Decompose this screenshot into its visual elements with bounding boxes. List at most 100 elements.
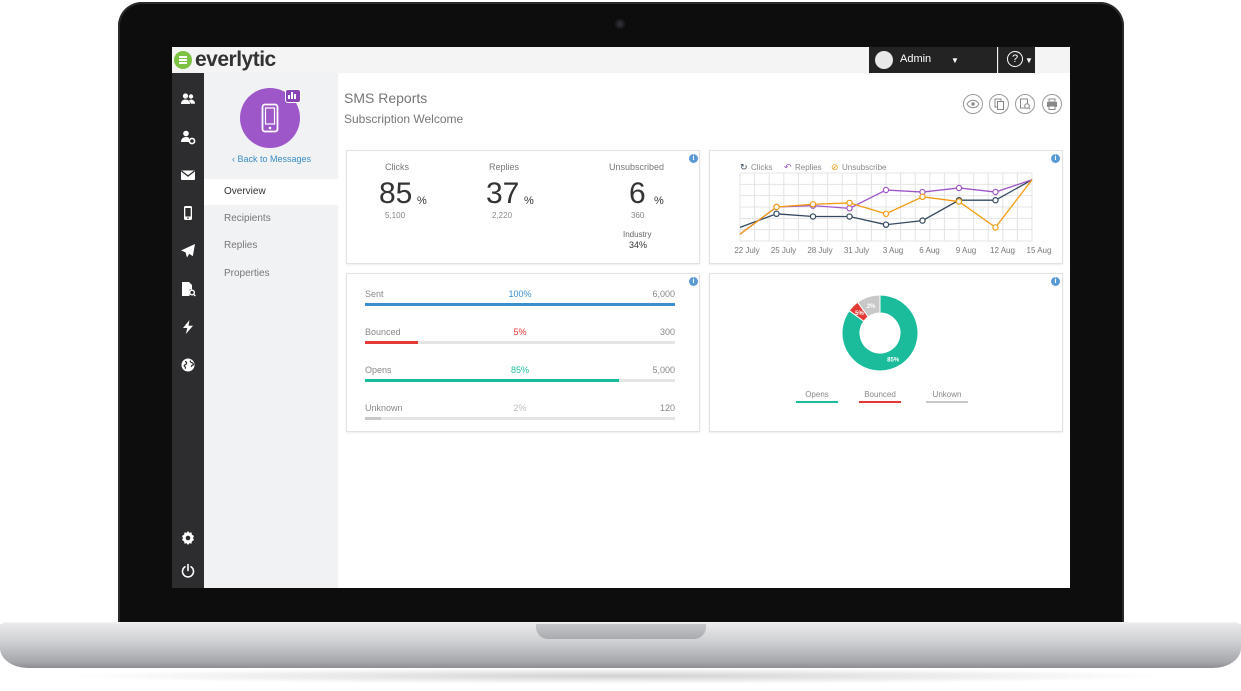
left-icon-nav (172, 73, 204, 588)
series-point-clicks (773, 210, 780, 218)
industry-label: Industry (623, 230, 652, 239)
delivery-row-opens: Opens 85% 5,000 (365, 365, 675, 395)
clicks-count: 5,100 (385, 211, 406, 220)
progress-fill (365, 379, 620, 382)
stats-card: i Clicks 85 % 5,100 Replies 37 % 2,220 U… (346, 150, 700, 264)
donut-legend: Opens Bounced Unkown (796, 390, 968, 403)
clicks-value: 85 (379, 177, 413, 210)
subnav-item-recipients[interactable]: Recipients (204, 206, 338, 232)
legend-icon: ↶ (784, 163, 792, 173)
donut-slice-label: 2% (867, 304, 876, 310)
clicks-label: Clicks (385, 162, 409, 172)
globe-icon[interactable] (180, 357, 196, 373)
subnav-item-label: Properties (224, 268, 270, 279)
progress-fill (365, 303, 675, 306)
series-point-unsubscribe (809, 201, 817, 208)
series-point-replies (846, 205, 853, 212)
delivery-row-label: Unknown (365, 403, 403, 413)
legend-swatch (796, 401, 838, 403)
delivery-row-count: 5,000 (652, 365, 675, 375)
series-point-replies (992, 188, 999, 196)
topbar: everlytic Admin ▼ ? ▼ (172, 47, 1070, 74)
delivery-row-sent: Sent 100% 6,000 (365, 289, 675, 319)
delivery-row-unknown: Unknown 2% 120 (365, 403, 675, 433)
send-icon[interactable] (180, 243, 196, 259)
series-point-clicks (809, 213, 817, 220)
eye-icon[interactable] (963, 94, 983, 114)
series-point-clicks (882, 221, 890, 228)
email-icon[interactable] (180, 167, 196, 183)
subnav-item-label: Recipients (224, 213, 271, 224)
report-search-icon[interactable] (180, 281, 196, 297)
x-tick-label: 25 July (771, 246, 796, 255)
legend-label-unkown: Unkown (933, 390, 962, 399)
user-name: Admin (900, 53, 932, 65)
delivery-row-bounced: Bounced 5% 300 (365, 327, 675, 357)
series-point-unsubscribe (992, 224, 999, 231)
report-subnav: ‹ Back to Messages Overview Recipients R… (204, 73, 339, 588)
donut-labels: 85% 5%2% (855, 304, 900, 363)
donut-slice-label: 5% (855, 311, 864, 317)
laptop-shadow (60, 668, 1180, 684)
info-icon[interactable]: i (689, 277, 698, 286)
subnav-item-overview[interactable]: Overview (204, 179, 338, 205)
legend-label-clicks: Clicks (751, 163, 772, 172)
logo-mark-icon (174, 51, 192, 69)
legend-icon: ⊘ (831, 163, 839, 173)
info-icon[interactable]: i (1051, 154, 1060, 163)
help-menu[interactable]: ? ▼ (998, 47, 1035, 73)
donut-slice-label: 85% (887, 357, 900, 363)
x-tick-label: 6 Aug (919, 246, 939, 255)
x-tick-label: 12 Aug (990, 246, 1015, 255)
series-point-unsubscribe (846, 199, 853, 207)
subnav-item-properties[interactable]: Properties (204, 261, 338, 287)
subnav-item-replies[interactable]: Replies (204, 233, 338, 259)
user-menu[interactable]: Admin ▼ (869, 47, 997, 73)
x-tick-label: 22 July (734, 246, 759, 255)
power-icon[interactable] (180, 563, 196, 579)
unsubscribed-unit: % (654, 195, 664, 207)
series-point-unsubscribe (773, 203, 780, 211)
progress-track (365, 303, 675, 306)
logo[interactable]: everlytic (174, 48, 276, 71)
series-point-unsubscribe (955, 198, 963, 205)
donut-slice-opens (841, 294, 919, 372)
delivery-card: i Sent 100% 6,000 Bounced 5% 300 Opens 85% 5,000… (346, 273, 700, 432)
chart-series (739, 179, 1033, 235)
legend-label-opens: Opens (805, 390, 829, 399)
lightning-icon[interactable] (180, 319, 196, 335)
delivery-row-percent: 5% (513, 327, 527, 337)
industry-value: 34% (629, 240, 648, 250)
series-point-replies (955, 184, 963, 192)
user-settings-icon[interactable] (180, 129, 196, 145)
mobile-icon[interactable] (180, 205, 196, 221)
chart-x-labels: 22 July 25 July 28 July 31 July 3 Aug 6 Aug 9 … (734, 246, 1051, 255)
chevron-down-icon: ▼ (951, 56, 959, 65)
series-point-unsubscribe (919, 193, 926, 201)
info-icon[interactable]: i (1051, 277, 1060, 286)
delivery-row-percent: 100% (508, 289, 532, 299)
settings-gear-icon[interactable] (180, 530, 196, 546)
contacts-icon[interactable] (180, 91, 196, 107)
delivery-row-label: Sent (365, 289, 384, 299)
legend-label-bounced: Bounced (864, 390, 896, 399)
x-tick-label: 28 July (807, 246, 832, 255)
info-icon[interactable]: i (689, 154, 698, 163)
line-chart-card: i 22 July 25 July 28 July 31 July 3 Aug 6 Aug… (709, 150, 1063, 264)
donut-slices (841, 294, 919, 372)
help-circle-icon: ? (1007, 51, 1023, 67)
page-subtitle: Subscription Welcome (344, 112, 464, 126)
print-icon[interactable] (1042, 94, 1062, 114)
donut-slice-unkown (856, 294, 881, 318)
laptop-notch (536, 624, 706, 639)
series-point-replies (882, 186, 890, 194)
copy-icon[interactable] (989, 94, 1009, 114)
delivery-row-label: Opens (365, 365, 392, 375)
search-doc-icon[interactable] (1015, 94, 1035, 114)
chart-legend: ↻ Clicks ↶ Replies ⊘ Unsubscribe (740, 163, 887, 173)
webcam (615, 19, 625, 29)
delivery-row-percent: 85% (510, 365, 529, 375)
back-to-messages-link[interactable]: ‹ Back to Messages (232, 154, 312, 164)
series-point-clicks (919, 217, 926, 224)
logo-text: everlytic (195, 48, 276, 71)
